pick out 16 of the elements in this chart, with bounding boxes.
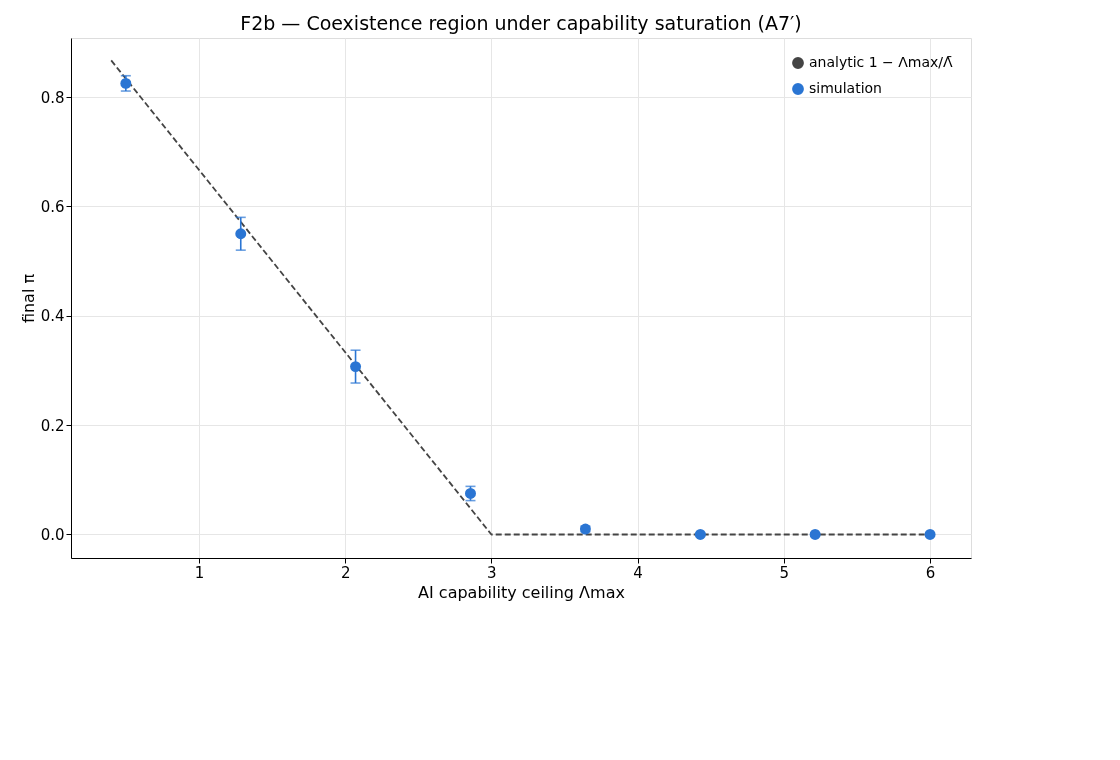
x-tick-label: 1 (194, 563, 205, 582)
y-tick-label: 0.4 (40, 307, 65, 326)
y-tick-label: 0.6 (40, 197, 65, 216)
y-tick-label: 0.0 (40, 525, 65, 544)
legend-label: simulation (809, 80, 882, 96)
chart-title: F2b — Coexistence region under capability saturation (A7′) (240, 12, 802, 34)
x-tick-label: 3 (487, 563, 497, 582)
y-tick-label: 0.8 (40, 88, 65, 107)
x-tick-label: 6 (925, 563, 936, 582)
x-tick-label: 4 (633, 563, 643, 582)
x-tick-label: 2 (340, 563, 351, 582)
legend-label: analytic 1 − Λmax/Λ̄ (809, 54, 954, 70)
x-tick-label: 5 (779, 563, 790, 582)
y-axis-title: final π (18, 273, 38, 324)
y-tick-label: 0.2 (40, 416, 65, 435)
x-axis-title: AI capability ceiling Λmax (418, 582, 625, 602)
